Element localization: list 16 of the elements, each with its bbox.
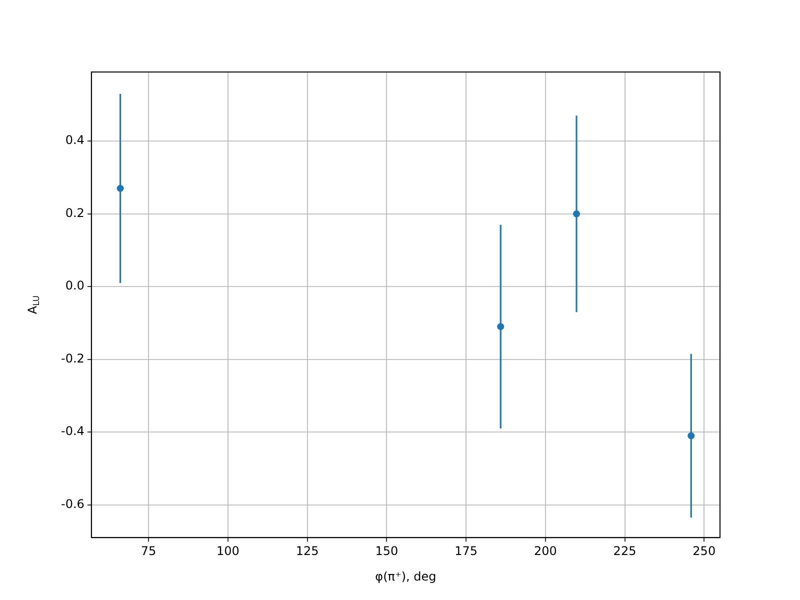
x-tick-label: 150 [375,544,398,558]
y-tick-label: 0.2 [65,206,84,220]
y-tick-label: -0.4 [60,424,84,438]
y-tick-label: -0.6 [60,496,84,511]
y-tick-label: 0.0 [65,278,84,293]
x-tick-label: 75 [140,544,156,558]
x-tick-label: 200 [534,544,557,558]
x-tick-label: 250 [692,544,716,558]
x-tick-label: 225 [613,544,636,558]
y-tick-label: 0.4 [65,133,84,148]
x-tick-label: 175 [454,544,478,558]
x-tick-label: 100 [216,544,240,558]
y-tick-label: -0.2 [60,351,84,366]
y-axis-title: ALU [26,295,42,314]
x-tick-label: 125 [296,544,319,558]
x-axis-title: φ(π⁺), deg [375,570,436,584]
